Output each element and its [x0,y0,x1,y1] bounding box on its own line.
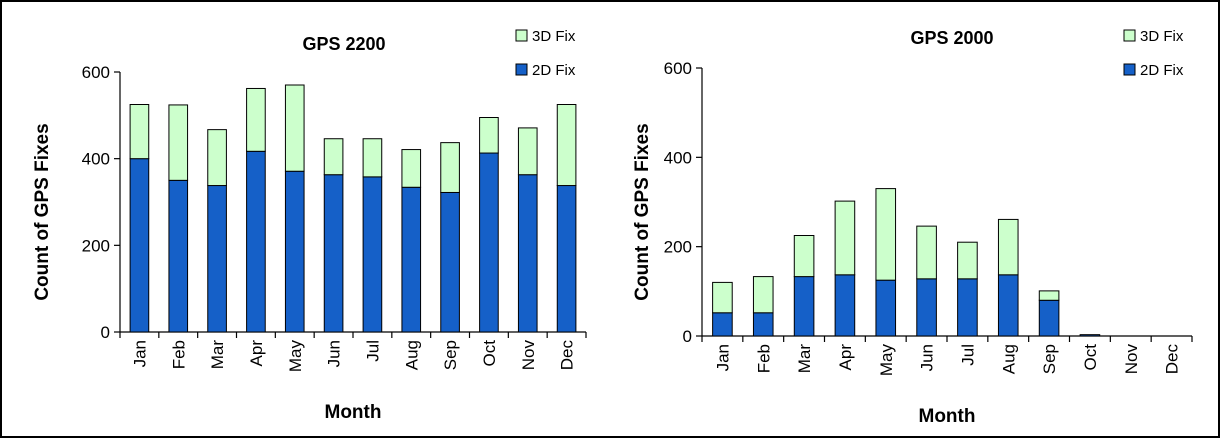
bar-2d-oct [1079,334,1101,337]
y-tick-label: 600 [82,63,110,82]
bar-2d-apr [834,274,856,337]
x-tick-label: Jan [713,344,732,371]
bar-2d-aug [997,274,1019,337]
bar-2d-aug [401,186,422,333]
bar-3d-feb [752,276,774,314]
bar-3d-mar [793,235,815,278]
x-tick-label: Jun [325,340,344,367]
legend-swatch [515,29,528,42]
x-tick-label: Mar [208,340,227,370]
legend-label: 3D Fix [1140,28,1184,45]
bar-3d-jan [712,281,733,314]
x-tick-label: Dec [558,340,577,371]
bar-3d-aug [401,149,422,188]
y-tick-label: 600 [664,59,692,78]
bar-3d-jan [129,104,150,160]
bar-2d-mar [793,276,815,337]
x-tick-label: Dec [1163,344,1182,375]
y-axis-title: Count of GPS Fixes [32,123,53,300]
bar-2d-jan [129,158,150,333]
bar-3d-mar [207,129,227,187]
x-axis-title: Month [325,402,382,423]
legend-swatch [1123,63,1136,76]
y-tick-label: 200 [82,236,110,255]
legend-swatch [1123,29,1136,42]
legend-swatch [515,63,528,76]
bar-2d-jul [957,278,978,337]
bar-3d-dec [556,104,577,187]
bar-2d-jun [323,174,344,333]
x-tick-label: Apr [247,340,266,367]
bar-2d-jul [362,176,383,333]
bar-3d-jun [916,225,937,280]
bar-3d-sep [440,142,460,193]
x-tick-label: Oct [480,340,499,367]
x-tick-label: Aug [402,340,421,370]
bar-3d-aug [997,218,1019,276]
x-tick-label: Mar [795,344,814,374]
bar-2d-may [284,170,305,333]
legend-label: 3D Fix [532,28,576,45]
x-tick-label: Nov [519,340,538,371]
bar-2d-jan [712,312,733,337]
bar-2d-oct [479,152,499,333]
bar-3d-jul [957,241,978,280]
x-tick-label: May [877,344,896,377]
chart-2: GPS 2000 0 200 400 600 Jan Feb Mar Apr May Jun Jul A… [632,28,1193,427]
bar-2d-feb [752,312,774,337]
bar-3d-may [284,84,305,172]
x-tick-label: Sep [1040,344,1059,374]
bar-2d-jun [916,278,937,337]
x-tick-label: Apr [836,344,855,371]
x-tick-label: Aug [999,344,1018,374]
bar-3d-jul [362,138,383,178]
x-tick-label: Jul [363,340,382,362]
chart-title: GPS 2200 [302,34,385,54]
bar-2d-apr [246,150,266,333]
y-tick-label: 0 [683,327,692,346]
bar-3d-feb [168,104,189,181]
y-tick-label: 400 [82,150,110,169]
bar-2d-feb [168,179,189,333]
bar-2d-sep [1038,299,1060,337]
bar-3d-may [875,188,897,281]
bar-2d-dec [556,185,577,333]
bar-2d-sep [440,191,460,333]
chart-title: GPS 2000 [910,28,993,48]
bar-3d-oct [479,117,499,154]
y-tick-label: 400 [664,148,692,167]
bar-2d-mar [207,185,227,333]
chart-1: GPS 2200 0 200 400 600 Jan Feb Mar Apr May Jun Jul A… [32,28,587,423]
bar-3d-jun [323,138,344,176]
bar-3d-apr [246,87,266,152]
x-axis-title: Month [919,406,976,427]
x-tick-label: Feb [169,340,188,369]
x-tick-label: Feb [754,344,773,373]
legend-label: 2D Fix [1140,62,1184,79]
bar-2d-nov [517,174,538,333]
legend-label: 2D Fix [532,62,576,79]
bar-3d-apr [834,200,856,276]
x-tick-label: Oct [1081,344,1100,371]
y-axis-title: Count of GPS Fixes [632,123,653,300]
x-tick-label: Jul [958,344,977,366]
bar-2d-may [875,279,897,337]
bar-3d-nov [517,127,538,176]
y-tick-label: 200 [664,238,692,257]
y-tick-label: 0 [101,323,110,342]
x-tick-label: Sep [441,340,460,370]
x-tick-label: Jun [918,344,937,371]
x-tick-label: May [286,340,305,373]
x-tick-label: Nov [1122,344,1141,375]
x-tick-label: Jan [130,340,149,367]
bar-3d-sep [1038,290,1060,301]
